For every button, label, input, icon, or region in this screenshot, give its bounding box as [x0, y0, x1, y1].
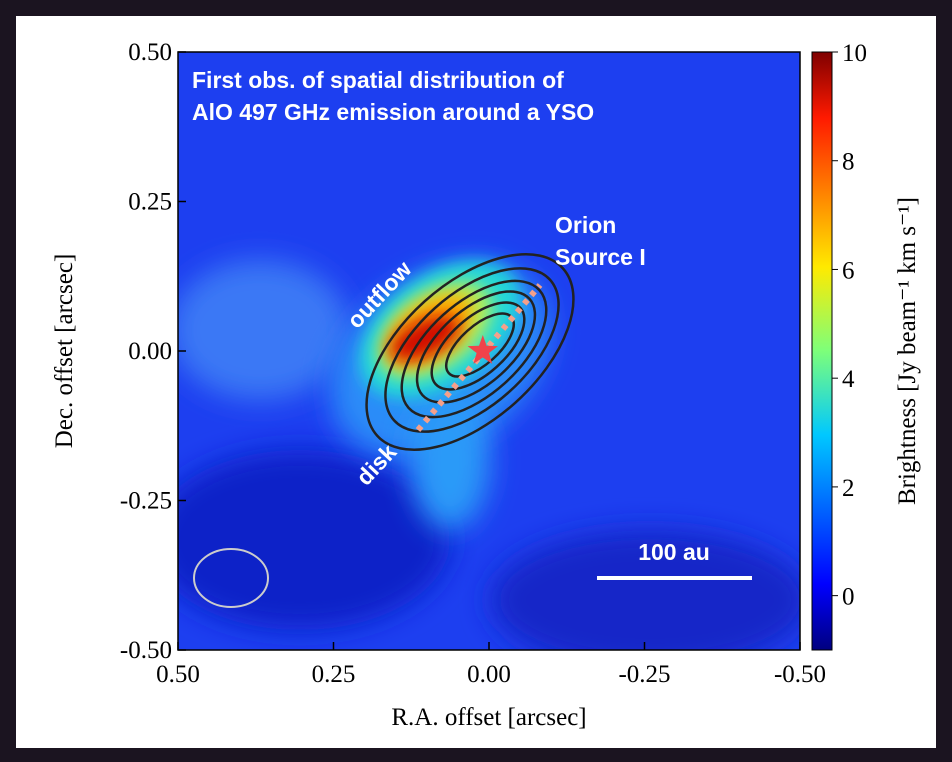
- colorbar-tick-label: 8: [842, 149, 855, 176]
- y-tick-label: 0.25: [128, 189, 172, 216]
- x-tick-label: 0.00: [467, 661, 511, 688]
- x-tick-label: 0.50: [156, 661, 200, 688]
- x-axis-label: R.A. offset [arcsec]: [391, 704, 586, 731]
- emission-map: [178, 52, 800, 650]
- colorbar-tick-label: 2: [842, 475, 855, 502]
- colorbar: [811, 51, 833, 651]
- x-tick-label: 0.25: [312, 661, 356, 688]
- annotation: First obs. of spatial distribution of: [192, 67, 564, 93]
- annotation: Source I: [555, 244, 646, 270]
- annotation: Orion: [555, 212, 616, 238]
- x-tick-label: -0.50: [774, 661, 826, 688]
- y-axis-label: Dec. offset [arcsec]: [51, 254, 78, 449]
- source-marker: [467, 335, 498, 364]
- colorbar-label: Brightness [Jy beam⁻¹ km s⁻¹]: [894, 197, 921, 505]
- y-tick-label: -0.50: [120, 637, 172, 664]
- annotation: AlO 497 GHz emission around a YSO: [192, 99, 594, 125]
- colorbar-tick-label: 4: [842, 366, 855, 393]
- colorbar-tick-label: 10: [842, 40, 867, 67]
- y-tick-label: 0.50: [128, 39, 172, 66]
- y-tick-label: 0.00: [128, 338, 172, 365]
- annotation: 100 au: [638, 539, 710, 565]
- x-tick-label: -0.25: [618, 661, 670, 688]
- y-tick-label: -0.25: [120, 488, 172, 515]
- colorbar-tick-label: 6: [842, 257, 855, 284]
- colorbar-tick-label: 0: [842, 584, 855, 611]
